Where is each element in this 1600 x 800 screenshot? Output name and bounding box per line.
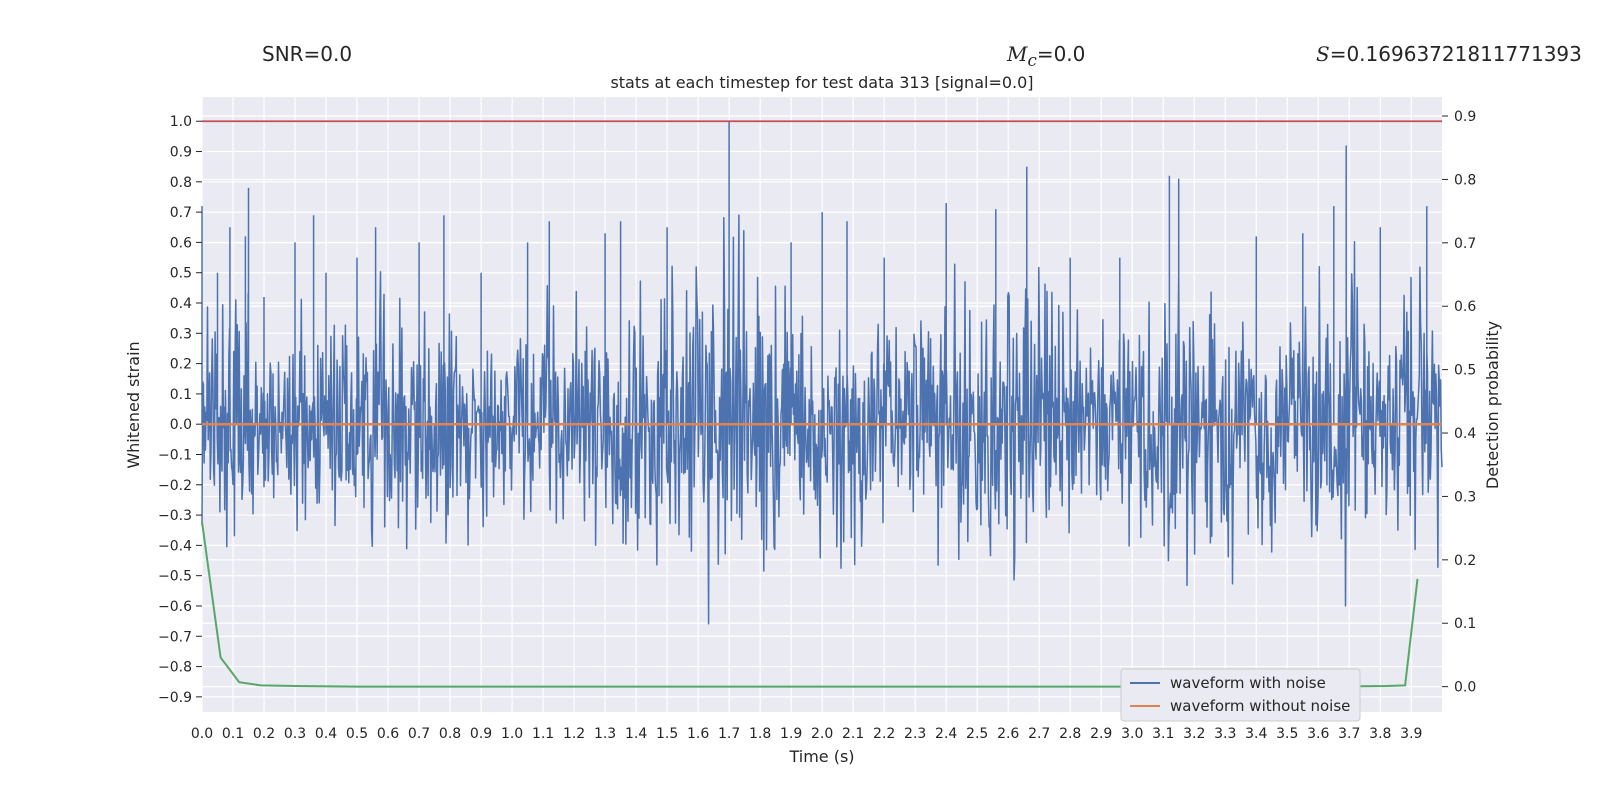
x-tick-label: 1.4: [625, 726, 647, 742]
x-tick-label: 1.1: [532, 726, 554, 742]
chirp-mass-subscript: c: [1027, 51, 1037, 70]
y-tick-label: −0.7: [158, 629, 192, 645]
x-tick-label: 0.9: [470, 726, 492, 742]
x-tick-label: 3.0: [1121, 726, 1143, 742]
y-tick-label: 0.2: [170, 357, 192, 373]
y-tick-label: 0.9: [170, 145, 192, 161]
x-tick-label: 0.7: [408, 726, 430, 742]
chirp-mass-symbol: M: [1007, 42, 1028, 66]
statistic-value: =0.16963721811771393: [1329, 42, 1582, 66]
y2-tick-label: 0.2: [1454, 553, 1476, 569]
x-tick-label: 1.7: [718, 726, 740, 742]
legend: waveform with noise waveform without noi…: [1120, 668, 1361, 722]
y2-tick-label: 0.9: [1454, 109, 1476, 125]
series-detection-probability: [201, 521, 1419, 688]
x-tick-label: 2.2: [873, 726, 895, 742]
x-tick-label: 2.0: [811, 726, 833, 742]
x-tick-label: 3.2: [1183, 726, 1205, 742]
y-tick-label: −0.8: [158, 660, 192, 676]
series-waveform-with-noise: [201, 121, 1443, 625]
y2-tick-label: 0.3: [1454, 489, 1476, 505]
chirp-mass-value: =0.0: [1036, 42, 1086, 66]
x-tick-label: 0.2: [253, 726, 275, 742]
x-tick-label: 1.2: [563, 726, 585, 742]
y2-tick-label: 0.8: [1454, 172, 1476, 188]
x-tick-label: 2.7: [1028, 726, 1050, 742]
strain-series: [201, 121, 1443, 625]
y-tick-label: 0.1: [170, 387, 192, 403]
y-tick-label: −0.9: [158, 690, 192, 706]
x-tick-label: 3.5: [1276, 726, 1298, 742]
x-tick-label: 3.8: [1369, 726, 1391, 742]
y2-tick-label: 0.5: [1454, 363, 1476, 379]
x-tick-label: 1.3: [594, 726, 616, 742]
x-tick-label: 0.4: [315, 726, 337, 742]
x-tick-label: 3.6: [1307, 726, 1329, 742]
x-tick-label: 2.6: [997, 726, 1019, 742]
y-tick-label: −0.5: [158, 569, 192, 585]
x-tick-label: 3.1: [1152, 726, 1174, 742]
x-tick-labels: 0.0 0.1 0.2 0.3 0.4 0.5 0.6 0.7 0.8 0.9 1.0 1.1 1.2 1…: [191, 726, 1423, 742]
legend-box: [1120, 668, 1361, 722]
statistic-symbol: S: [1316, 42, 1330, 66]
y2-tick-label: 0.1: [1454, 616, 1476, 632]
y-tick-label: −0.4: [158, 538, 192, 554]
y-tick-label: 0.8: [170, 175, 192, 191]
x-tick-label: 1.6: [687, 726, 709, 742]
y-tick-label: −0.2: [158, 478, 192, 494]
y2-tick-label: 0.6: [1454, 299, 1476, 315]
x-tick-label: 0.3: [284, 726, 306, 742]
x-tick-label: 1.0: [501, 726, 523, 742]
y-axis-label: Whitened strain: [124, 341, 143, 468]
statistic-label: S=0.16963721811771393: [1316, 42, 1582, 66]
x-tick-label: 0.8: [439, 726, 461, 742]
snr-label: SNR=0.0: [262, 42, 353, 66]
y-tick-labels: 1.0 0.9 0.8 0.7 0.6 0.5 0.4 0.3 0.2 0.1 0.0 −0.1 −0.…: [158, 114, 202, 706]
x-tick-label: 1.9: [780, 726, 802, 742]
y-tick-label: 0.5: [170, 266, 192, 282]
x-tick-label: 3.4: [1245, 726, 1267, 742]
x-tick-label: 1.5: [656, 726, 678, 742]
y2-axis-label: Detection probability: [1483, 321, 1502, 489]
x-tick-label: 2.5: [966, 726, 988, 742]
y-tick-label: 0.0: [170, 417, 192, 433]
y-tick-label: −0.6: [158, 599, 192, 615]
x-tick-label: 2.4: [935, 726, 957, 742]
x-tick-label: 0.0: [191, 726, 213, 742]
x-tick-label: 0.5: [346, 726, 368, 742]
y-tick-label: 1.0: [170, 114, 192, 130]
y-tick-label: −0.3: [158, 508, 192, 524]
x-tick-label: 2.3: [904, 726, 926, 742]
chirp-mass-label: Mc=0.0: [1007, 42, 1085, 70]
y-tick-label: 0.6: [170, 235, 192, 251]
y-tick-label: 0.3: [170, 326, 192, 342]
x-tick-label: 2.8: [1059, 726, 1081, 742]
x-tick-label: 3.3: [1214, 726, 1236, 742]
legend-label-clean: waveform without noise: [1170, 697, 1350, 715]
x-tick-label: 2.9: [1090, 726, 1112, 742]
x-axis-label: Time (s): [788, 747, 854, 766]
x-tick-label: 3.7: [1338, 726, 1360, 742]
y2-tick-label: 0.7: [1454, 236, 1476, 252]
x-tick-label: 0.6: [377, 726, 399, 742]
legend-label-noise: waveform with noise: [1170, 674, 1326, 692]
y-tick-label: −0.1: [158, 447, 192, 463]
x-tick-label: 1.8: [749, 726, 771, 742]
y2-tick-label: 0.0: [1454, 680, 1476, 696]
x-tick-label: 2.1: [842, 726, 864, 742]
overlay-lines: [201, 120, 1442, 688]
x-tick-label: 0.1: [222, 726, 244, 742]
y2-tick-label: 0.4: [1454, 426, 1476, 442]
y-tick-label: 0.4: [170, 296, 192, 312]
y-tick-label: 0.7: [170, 205, 192, 221]
x-tick-label: 3.9: [1400, 726, 1422, 742]
y2-tick-labels: 0.9 0.8 0.7 0.6 0.5 0.4 0.3 0.2 0.1 0.0: [1442, 109, 1476, 696]
chart-title: stats at each timestep for test data 313…: [610, 73, 1033, 92]
